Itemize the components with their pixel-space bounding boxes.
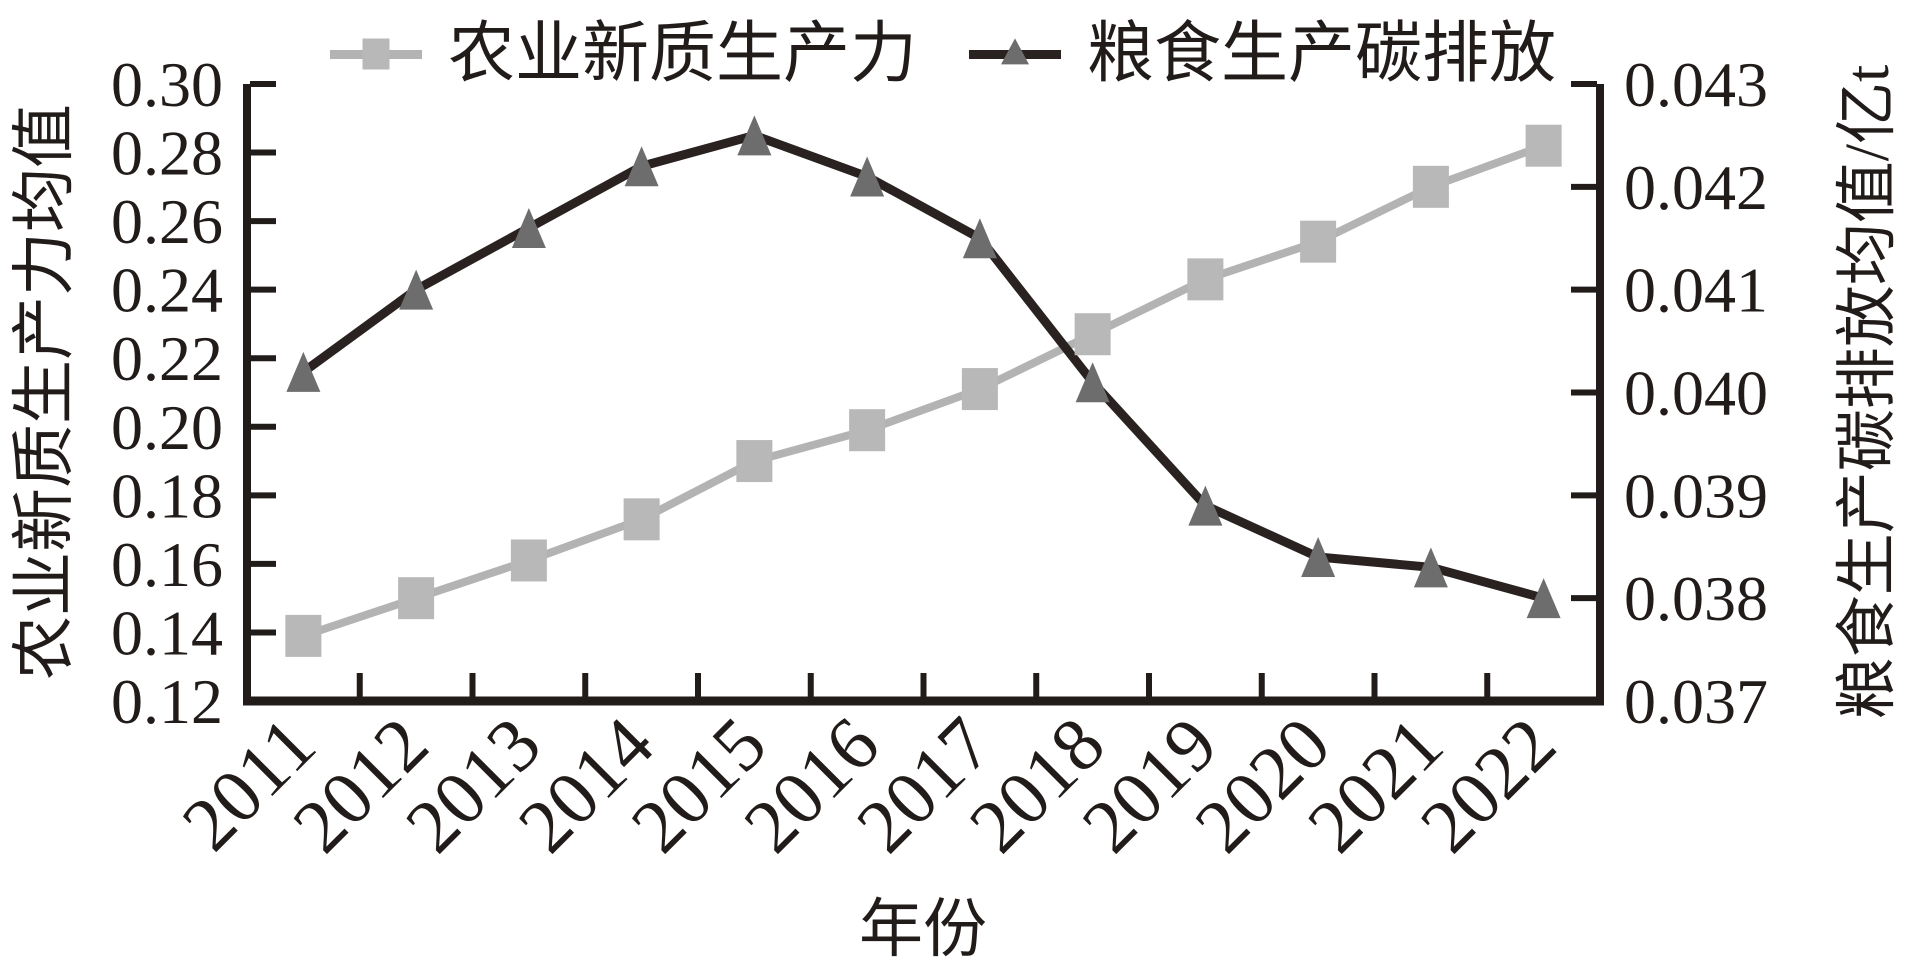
triangle-marker-2017 [962,218,997,259]
triangle-series-legend-marker-icon [969,38,1061,65]
legend: 农业新质生产力 粮食生产碳排放 [330,8,1556,100]
triangle-marker-2019 [1188,485,1223,526]
legend-item-productivity: 农业新质生产力 [330,16,917,91]
triangle-marker-2013 [511,207,546,248]
right-axis-tick-label: 0.037 [1624,666,1768,737]
square-marker-2019 [1187,258,1224,301]
triangle-marker-2021 [1413,547,1448,588]
legend-item-carbon: 粮食生产碳排放 [969,16,1556,91]
square-marker-2016 [849,409,886,452]
right-axis-tick-label: 0.043 [1624,49,1768,120]
square-marker-2018 [1074,313,1111,356]
left-axis-tick-label: 0.16 [111,529,223,600]
square-marker-2021 [1412,165,1449,208]
right-axis-tick-label: 0.040 [1624,358,1768,429]
square-marker-2022 [1525,124,1562,167]
left-axis-tick-label: 0.28 [111,118,223,189]
square-marker-2017 [961,368,998,411]
left-y-axis-title: 农业新质生产力均值 [9,104,80,680]
left-axis-tick-label: 0.12 [111,666,223,737]
left-axis-tick-label: 0.14 [111,597,223,668]
legend-label-productivity: 农业新质生产力 [448,16,917,91]
left-axis-tick-label: 0.24 [111,255,223,326]
triangle-marker-2016 [850,156,885,197]
triangle-marker-2022 [1526,578,1561,619]
left-axis-tick-label: 0.20 [111,392,223,463]
series-line-1 [300,130,1545,603]
square-marker-2020 [1300,220,1337,263]
left-axis-tick-label: 0.18 [111,460,223,531]
square-marker-2012 [398,577,435,620]
square-marker-2011 [285,614,322,657]
triangle-marker-2011 [286,351,321,392]
square-marker-2013 [510,539,547,582]
x-tick-label-2022: 2022 [1405,702,1572,869]
triangle-marker-2012 [399,269,434,310]
right-axis-tick-label: 0.042 [1624,152,1768,223]
square-marker-2015 [736,440,773,483]
right-axis-tick-label: 0.041 [1624,255,1768,326]
x-axis-title: 年份 [859,894,987,965]
left-axis-tick-label: 0.22 [111,323,223,394]
triangle-marker-2018 [1075,362,1110,403]
triangle-marker-2020 [1301,537,1336,578]
triangle-marker-2014 [624,146,659,187]
left-axis-tick-label: 0.26 [111,186,223,257]
right-axis-tick-label: 0.038 [1624,563,1768,634]
series-line-0 [302,141,1545,640]
legend-label-carbon: 粮食生产碳排放 [1087,16,1556,91]
right-axis-tick-label: 0.039 [1624,460,1768,531]
square-marker-2014 [623,498,660,541]
left-axis-tick-label: 0.30 [111,49,223,120]
right-y-axis-title: 粮食生产碳排放均值/亿t [1834,64,1902,720]
square-series-legend-marker-icon [330,38,422,70]
triangle-marker-2015 [737,115,772,156]
